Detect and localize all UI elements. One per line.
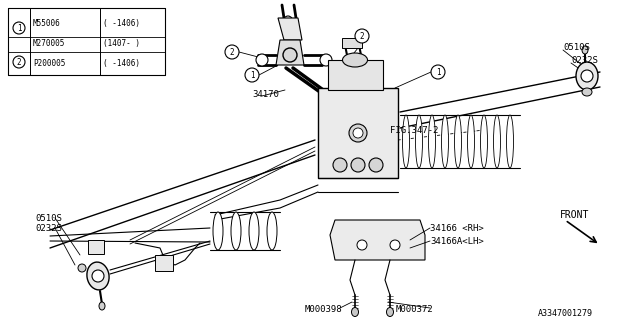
- Ellipse shape: [582, 46, 588, 54]
- Ellipse shape: [390, 240, 400, 250]
- Bar: [342, 38, 362, 48]
- Ellipse shape: [357, 240, 367, 250]
- Bar: [328, 60, 383, 90]
- Circle shape: [13, 56, 25, 68]
- Text: P200005: P200005: [33, 59, 65, 68]
- Ellipse shape: [87, 262, 109, 290]
- Text: 2: 2: [17, 58, 21, 67]
- Ellipse shape: [283, 48, 297, 62]
- Ellipse shape: [213, 212, 223, 250]
- Ellipse shape: [369, 158, 383, 172]
- Circle shape: [245, 68, 259, 82]
- Ellipse shape: [78, 264, 86, 272]
- Ellipse shape: [415, 115, 422, 168]
- Polygon shape: [330, 220, 425, 260]
- Ellipse shape: [249, 212, 259, 250]
- Text: M270005: M270005: [33, 38, 65, 47]
- Ellipse shape: [342, 53, 367, 67]
- Text: 34170: 34170: [252, 90, 279, 99]
- Circle shape: [225, 45, 239, 59]
- Text: 0232S: 0232S: [35, 223, 62, 233]
- Text: 0510S: 0510S: [563, 43, 590, 52]
- Text: ( -1406): ( -1406): [103, 59, 140, 68]
- Circle shape: [13, 22, 25, 34]
- Text: 0510S: 0510S: [35, 213, 62, 222]
- Text: 1: 1: [250, 70, 254, 79]
- Circle shape: [431, 65, 445, 79]
- Ellipse shape: [353, 128, 363, 138]
- Ellipse shape: [351, 158, 365, 172]
- Ellipse shape: [467, 115, 474, 168]
- Text: 34166 <RH>: 34166 <RH>: [430, 223, 484, 233]
- Text: (1407- ): (1407- ): [103, 38, 140, 47]
- Ellipse shape: [506, 115, 513, 168]
- Text: 1: 1: [17, 23, 21, 33]
- Text: 1: 1: [436, 68, 440, 76]
- Text: 2: 2: [360, 31, 364, 41]
- Ellipse shape: [320, 54, 332, 66]
- Bar: [318, 88, 398, 178]
- Ellipse shape: [349, 124, 367, 142]
- Ellipse shape: [333, 158, 347, 172]
- Text: 0232S: 0232S: [571, 55, 598, 65]
- Ellipse shape: [403, 115, 410, 168]
- Ellipse shape: [581, 70, 593, 82]
- Circle shape: [355, 29, 369, 43]
- Ellipse shape: [493, 115, 500, 168]
- Text: M000398: M000398: [305, 306, 342, 315]
- Text: FIG.347-2: FIG.347-2: [390, 125, 438, 134]
- Bar: [155, 255, 173, 271]
- Polygon shape: [276, 40, 304, 65]
- Ellipse shape: [351, 308, 358, 316]
- Ellipse shape: [387, 308, 394, 316]
- Ellipse shape: [283, 16, 293, 28]
- Ellipse shape: [267, 212, 277, 250]
- Text: 2: 2: [230, 47, 234, 57]
- Ellipse shape: [92, 270, 104, 282]
- Ellipse shape: [582, 88, 592, 96]
- Ellipse shape: [481, 115, 488, 168]
- Ellipse shape: [231, 212, 241, 250]
- Ellipse shape: [256, 54, 268, 66]
- Text: 34166A<LH>: 34166A<LH>: [430, 236, 484, 245]
- Text: A3347001279: A3347001279: [538, 309, 593, 318]
- Ellipse shape: [454, 115, 461, 168]
- Bar: [88, 240, 104, 254]
- Text: M55006: M55006: [33, 19, 61, 28]
- Text: M000372: M000372: [396, 306, 434, 315]
- Ellipse shape: [576, 62, 598, 90]
- Polygon shape: [278, 18, 302, 40]
- Ellipse shape: [442, 115, 449, 168]
- Ellipse shape: [429, 115, 435, 168]
- Text: ( -1406): ( -1406): [103, 19, 140, 28]
- Text: FRONT: FRONT: [560, 210, 589, 220]
- Ellipse shape: [99, 302, 105, 310]
